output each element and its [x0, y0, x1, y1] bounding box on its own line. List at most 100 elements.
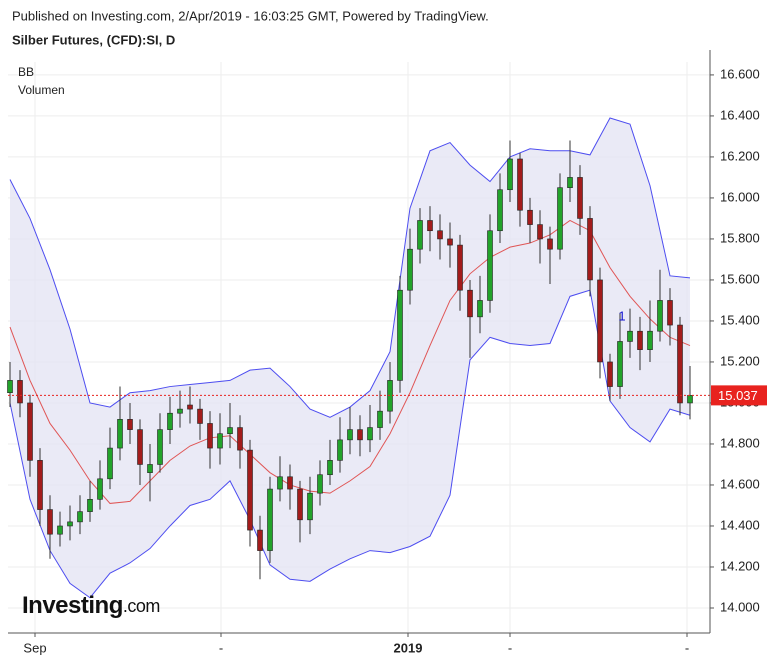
candle-body: [367, 427, 373, 441]
candle-body: [267, 488, 273, 551]
candle-body: [197, 408, 203, 424]
logo: Investing.com: [22, 592, 160, 619]
candle-body: [647, 330, 653, 350]
candle-body: [477, 300, 483, 318]
candle-body: [617, 341, 623, 387]
candle-body: [607, 361, 613, 387]
y-tick-label: 14.000: [720, 599, 760, 614]
candle-body: [57, 525, 63, 535]
y-tick-label: 14.200: [720, 558, 760, 573]
candle-body: [427, 220, 433, 232]
candle-body: [547, 238, 553, 250]
y-tick-label: 15.400: [720, 312, 760, 327]
y-tick-label: 16.400: [720, 107, 760, 122]
band-lower: [9, 289, 691, 599]
last-price-label: 15.037: [718, 388, 758, 403]
candle-body: [107, 447, 113, 480]
candle-body: [437, 230, 443, 240]
candle-body: [227, 427, 233, 435]
last-price-box: [711, 385, 767, 406]
candle-body: [407, 248, 413, 291]
candle-body: [207, 423, 213, 449]
published-note: Published on Investing.com, 2/Apr/2019 -…: [12, 8, 489, 23]
x-tick-label: Sep: [23, 640, 46, 655]
candle-body: [27, 402, 33, 461]
candle-body: [417, 220, 423, 250]
candle-body: [587, 218, 593, 281]
x-tick-label: 2019: [394, 640, 423, 655]
candle-body: [167, 412, 173, 430]
y-tick-label: 16.600: [720, 66, 760, 81]
candle-body: [537, 224, 543, 240]
logo-main: Investing: [22, 592, 123, 619]
y-tick-label: 14.600: [720, 476, 760, 491]
band-fill: [10, 117, 690, 598]
candle-body: [317, 474, 323, 494]
plot-area: 1: [7, 62, 710, 633]
candle-body: [247, 449, 253, 531]
y-tick-label: 14.800: [720, 435, 760, 450]
candle-body: [237, 427, 243, 451]
candle-body: [687, 395, 693, 404]
candle-body: [97, 478, 103, 500]
candle-body: [577, 177, 583, 219]
candle-body: [327, 460, 333, 476]
x-tick-label: -: [219, 640, 223, 655]
candle-body: [157, 429, 163, 465]
candle-body: [87, 499, 93, 512]
candle-body: [137, 429, 143, 465]
candle-body: [17, 380, 23, 404]
chart-title: Silber Futures, (CFD):SI, D: [12, 32, 175, 47]
y-tick-label: 14.400: [720, 517, 760, 532]
band-middle: [9, 219, 691, 504]
candle-body: [657, 300, 663, 332]
indicator-label: Volumen: [18, 83, 65, 97]
candle-body: [337, 439, 343, 461]
candle-body: [597, 279, 603, 363]
y-tick-label: 15.200: [720, 353, 760, 368]
candle-body: [507, 158, 513, 191]
candle-body: [47, 509, 53, 535]
candle-body: [557, 187, 563, 250]
candle-body: [287, 476, 293, 490]
candle-body: [517, 158, 523, 211]
candle-body: [457, 244, 463, 291]
candle-body: [307, 492, 313, 521]
candle-body: [67, 521, 73, 527]
y-tick-label: 15.600: [720, 271, 760, 286]
candle-body: [397, 289, 403, 381]
candle-body: [357, 429, 363, 441]
candle-body: [127, 419, 133, 430]
x-tick-label: -: [685, 640, 689, 655]
candle-body: [677, 324, 683, 404]
candle-body: [467, 289, 473, 318]
indicator-label: BB: [18, 65, 34, 79]
candle-body: [667, 300, 673, 326]
x-tick-label: -: [508, 640, 512, 655]
y-tick-label: 15.800: [720, 230, 760, 245]
candle-body: [567, 177, 573, 188]
candle-body: [177, 408, 183, 414]
candle-body: [277, 476, 283, 490]
candle-body: [487, 230, 493, 301]
candle-body: [297, 488, 303, 521]
candle-body: [627, 330, 633, 342]
candle-body: [147, 464, 153, 473]
candle-body: [217, 433, 223, 449]
candle-body: [37, 460, 43, 510]
candle-body: [637, 330, 643, 350]
candle-body: [187, 404, 193, 410]
y-tick-label: 16.200: [720, 148, 760, 163]
candle-body: [527, 209, 533, 225]
candle-body: [377, 410, 383, 428]
candle-body: [257, 529, 263, 551]
candle-body: [7, 380, 13, 394]
candle-body: [497, 189, 503, 232]
candle-body: [447, 238, 453, 246]
y-tick-label: 16.000: [720, 189, 760, 204]
logo-suffix: .com: [123, 596, 160, 616]
candle-body: [347, 429, 353, 441]
candle-body: [117, 419, 123, 449]
